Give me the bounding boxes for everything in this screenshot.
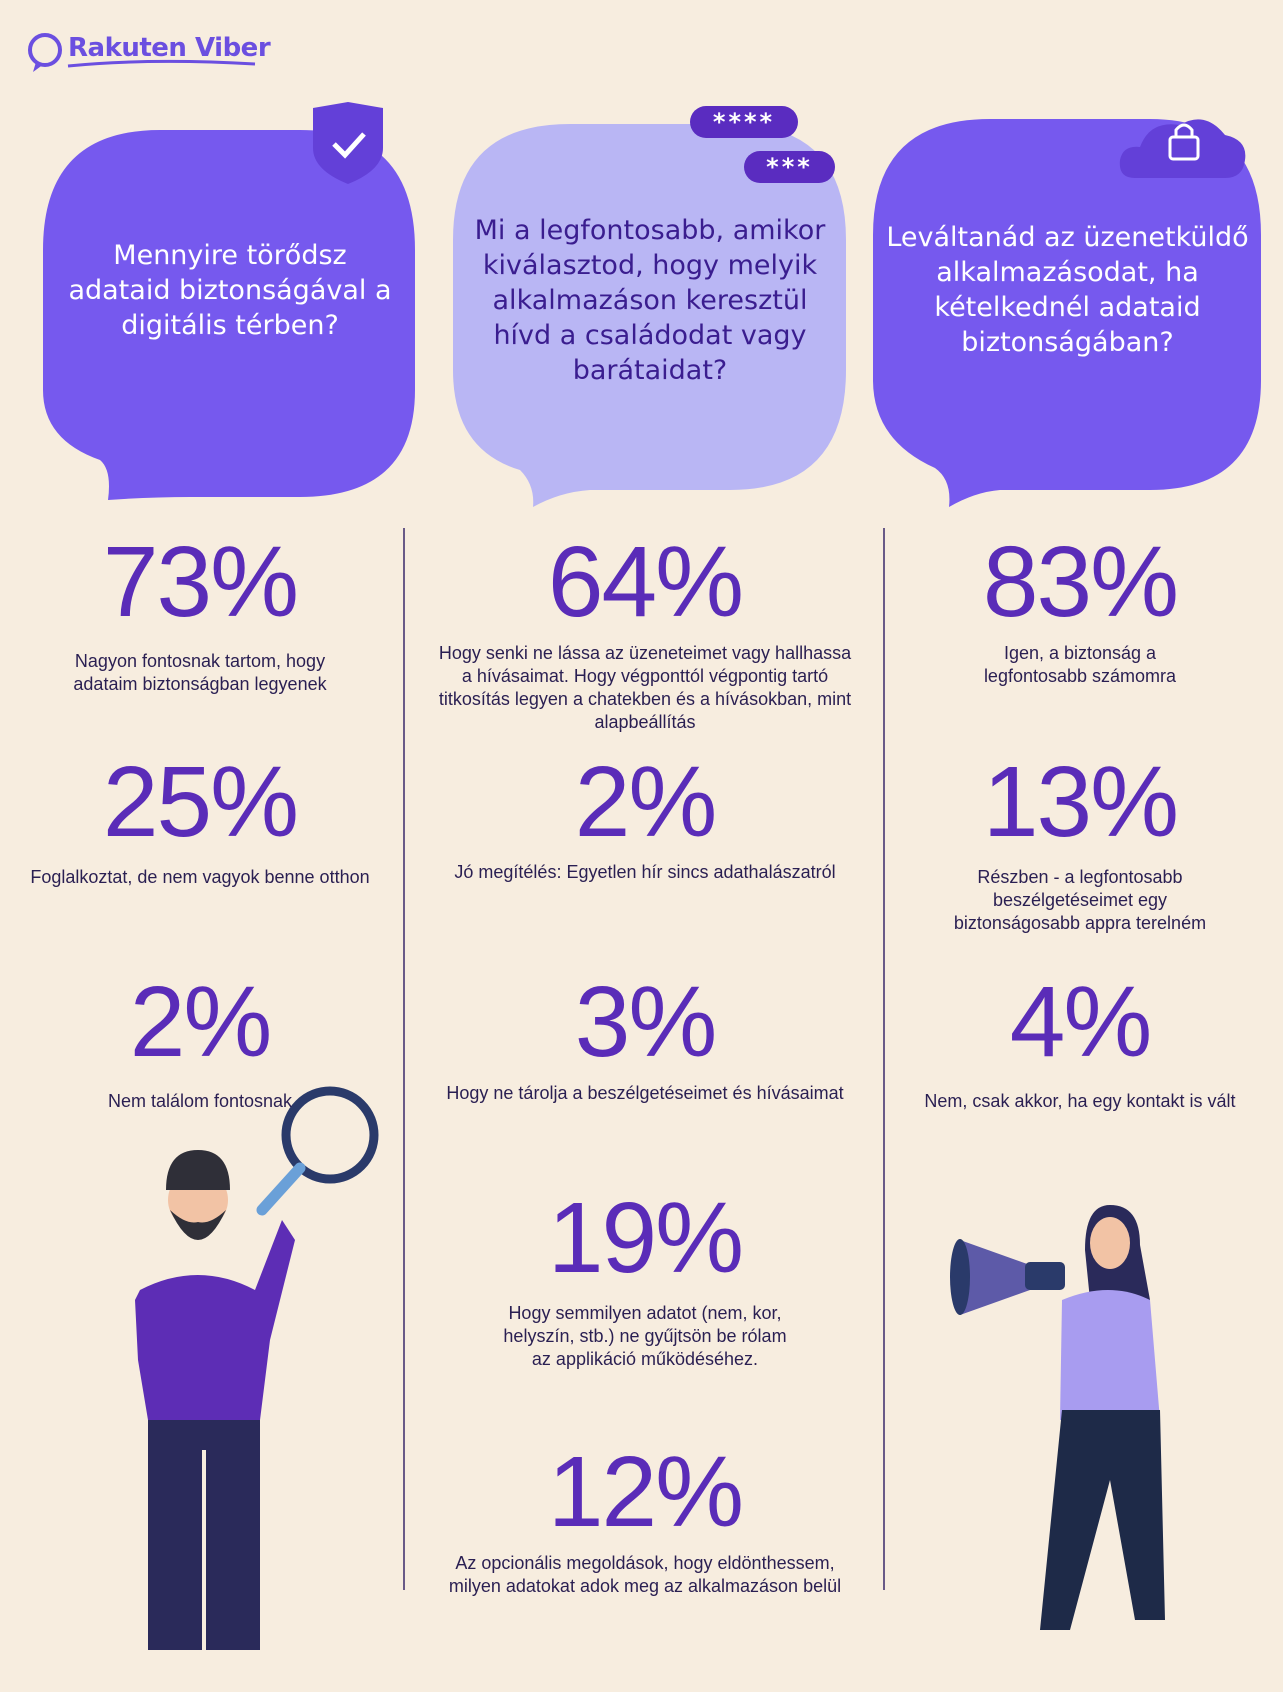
percentage: 12% bbox=[547, 1436, 744, 1548]
answer-label: Igen, a biztonság a legfontosabb számomr… bbox=[983, 643, 1177, 686]
percentage: 19% bbox=[547, 1182, 744, 1294]
percentage: 64% bbox=[547, 526, 744, 638]
answer-label: Hogy semmilyen adatot (nem, kor, helyszí… bbox=[503, 1303, 787, 1369]
answer-label: Nem találom fontosnak bbox=[107, 1091, 293, 1111]
percentage: 2% bbox=[129, 966, 273, 1078]
answer-label: Részben - a legfontosabb beszélgetéseime… bbox=[953, 867, 1207, 933]
percentage: 83% bbox=[982, 526, 1179, 638]
answer-label: Hogy senki ne lássa az üzeneteimet vagy … bbox=[438, 643, 852, 732]
percentage: 13% bbox=[982, 746, 1179, 858]
badge: **** bbox=[712, 108, 776, 136]
percentage: 3% bbox=[574, 966, 718, 1078]
answer-label: Nagyon fontosnak tartom, hogy adataim bi… bbox=[73, 651, 327, 694]
percentage: 4% bbox=[1009, 966, 1153, 1078]
answer-label: Jó megítélés: Egyetlen hír sincs adathal… bbox=[454, 862, 836, 882]
question: Mi a legfontosabb, amikor kiválasztod, h… bbox=[474, 214, 826, 386]
percentage: 25% bbox=[102, 746, 299, 858]
answer-label: Hogy ne tárolja a beszélgetéseimet és hí… bbox=[446, 1083, 844, 1103]
question: Leváltanád az üzenetküldő alkalmazásodat… bbox=[886, 222, 1249, 358]
percentage: 2% bbox=[574, 746, 718, 858]
logo: Rakuten Viber bbox=[68, 33, 271, 63]
answer-label: Az opcionális megoldások, hogy eldönthes… bbox=[448, 1553, 842, 1596]
badge: *** bbox=[766, 153, 813, 181]
percentage: 73% bbox=[102, 526, 299, 638]
answer-label: Nem, csak akkor, ha egy kontakt is vált bbox=[924, 1091, 1236, 1111]
answer-label: Foglalkoztat, de nem vagyok benne otthon bbox=[30, 867, 370, 887]
question: Mennyire törődsz adataid biztonságával a… bbox=[68, 239, 392, 341]
